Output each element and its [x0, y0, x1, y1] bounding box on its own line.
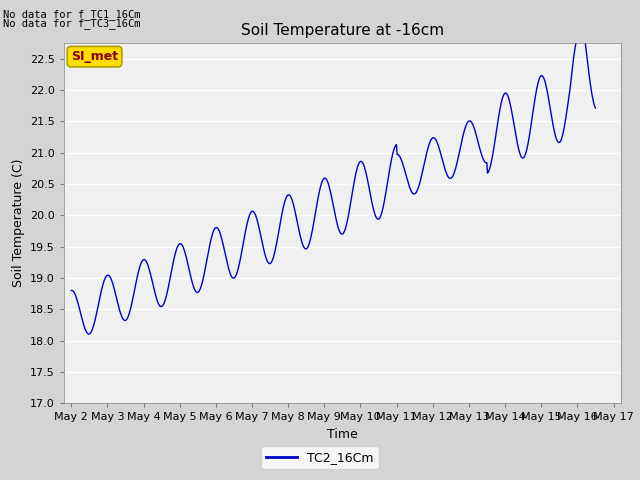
Text: No data for f_TC3_16Cm: No data for f_TC3_16Cm [3, 18, 141, 29]
Text: No data for f_TC1_16Cm: No data for f_TC1_16Cm [3, 9, 141, 20]
Text: SI_met: SI_met [71, 50, 118, 63]
X-axis label: Time: Time [327, 428, 358, 441]
Title: Soil Temperature at -16cm: Soil Temperature at -16cm [241, 23, 444, 38]
Y-axis label: Soil Temperature (C): Soil Temperature (C) [12, 159, 24, 288]
Legend: TC2_16Cm: TC2_16Cm [261, 446, 379, 469]
